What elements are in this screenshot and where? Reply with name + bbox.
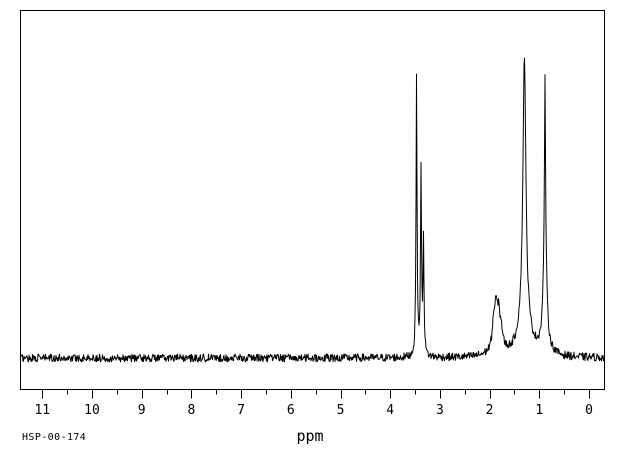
x-tick-label: 2 bbox=[486, 403, 494, 418]
x-tick-label: 6 bbox=[287, 403, 295, 418]
x-axis-unit-label: ppm bbox=[296, 427, 323, 445]
x-tick-label: 3 bbox=[436, 403, 444, 418]
x-tick-label: 1 bbox=[535, 403, 543, 418]
x-tick-label: 0 bbox=[585, 403, 593, 418]
x-tick-label: 4 bbox=[386, 403, 394, 418]
x-tick-label: 8 bbox=[187, 403, 195, 418]
x-axis-major-ticks bbox=[41, 389, 591, 399]
x-tick-label: 9 bbox=[138, 403, 146, 418]
x-tick-label: 11 bbox=[34, 403, 50, 418]
sample-id-label: HSP-00-174 bbox=[22, 432, 86, 443]
x-axis-minor-ticks bbox=[66, 389, 566, 395]
x-axis-tick-labels: 11 10 9 8 7 6 5 4 3 2 1 0 bbox=[34, 403, 592, 418]
x-tick-label: 7 bbox=[237, 403, 245, 418]
x-tick-label: 10 bbox=[84, 403, 100, 418]
nmr-trace bbox=[20, 57, 605, 363]
x-tick-label: 5 bbox=[337, 403, 345, 418]
